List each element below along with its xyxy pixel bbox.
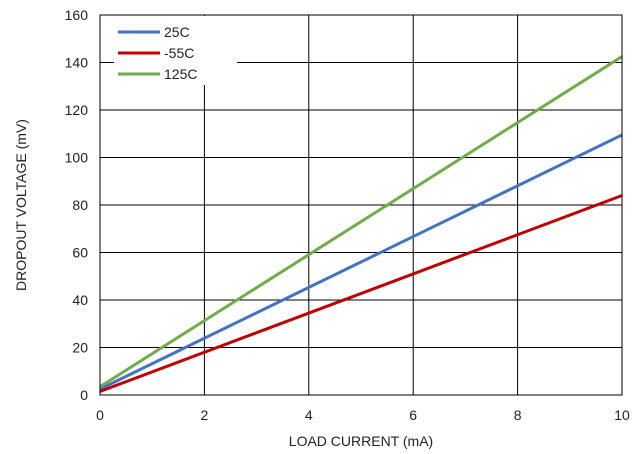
legend: 25C -55C 125C [114,16,237,85]
x-tick-label: 0 [96,407,104,423]
y-tick-label: 160 [65,7,89,23]
y-tick-label: 140 [65,55,89,71]
y-axis-title: DROPOUT VOLTAGE (mV) [13,119,29,291]
y-tick-labels: 0 20 40 60 80 100 120 140 160 [65,7,89,403]
x-tick-label: 4 [305,407,313,423]
series-lines [99,55,623,393]
series-line--55c [99,194,623,393]
y-tick-label: 80 [72,197,88,213]
x-tick-label: 2 [201,407,209,423]
y-tick-label: 100 [65,150,89,166]
x-tick-labels: 0 2 4 6 8 10 [96,407,630,423]
y-tick-label: 20 [72,340,88,356]
x-axis-title: LOAD CURRENT (mA) [289,433,433,449]
x-tick-label: 10 [614,407,630,423]
y-tick-label: 40 [72,292,88,308]
plot-border [99,14,623,396]
legend-label: 25C [164,24,190,40]
legend-label: -55C [164,45,194,61]
y-tick-label: 120 [65,102,89,118]
legend-label: 125C [164,66,197,82]
series-line-125c [99,55,623,388]
y-tick-label: 0 [80,387,88,403]
x-tick-label: 8 [514,407,522,423]
y-tick-label: 60 [72,245,88,261]
x-tick-label: 6 [409,407,417,423]
series-line-25c [99,133,623,391]
